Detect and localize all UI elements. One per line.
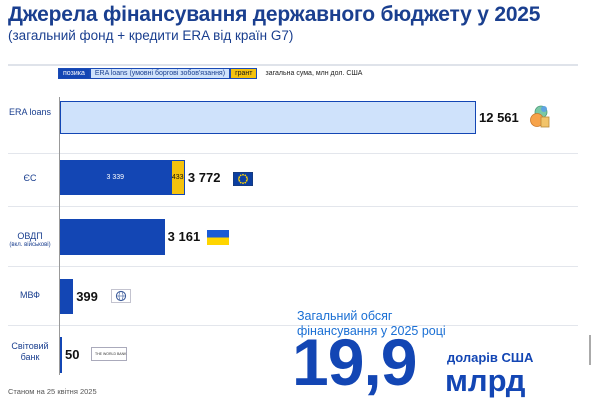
legend-era: ERA loans (умовні боргові зобов'язання) — [89, 68, 231, 79]
imf-logo-icon — [111, 289, 131, 303]
total-label-era: 12 561 — [479, 109, 519, 125]
ukraine-flag-icon — [207, 230, 229, 245]
worldbank-logo-text: THE WORLD BANK — [95, 352, 127, 356]
summary-caption-line2: фінансування у 2025 році — [297, 324, 446, 338]
summary-caption-line1: Загальний обсяг — [297, 309, 393, 323]
summary-caption: Загальний обсяг фінансування у 2025 році — [297, 309, 446, 339]
category-note: (вкл. військові) — [9, 242, 51, 248]
total-label-imf: 399 — [76, 288, 98, 304]
category-text: Світовий банк — [11, 341, 49, 362]
bar-era — [60, 101, 476, 134]
source-date: Станом на 25 квітня 2025 — [8, 387, 97, 396]
chart-axis — [59, 97, 60, 375]
bar-loan — [60, 279, 74, 314]
worldbank-logo-icon: THE WORLD BANK — [91, 347, 127, 361]
top-divider — [8, 64, 578, 66]
category-text: МВФ — [19, 290, 41, 300]
chart-subtitle: (загальний фонд + кредити ERA від країн … — [8, 28, 294, 43]
row-divider — [8, 325, 578, 326]
category-label-worldbank: Світовий банк — [8, 341, 52, 363]
category-text: ЄС — [23, 173, 37, 183]
bar-segment-label: 433 — [171, 173, 184, 181]
legend-unit-note: загальна сума, млн дол. США — [265, 70, 363, 77]
scrollbar-handle[interactable] — [589, 335, 591, 365]
total-label-ovdp: 3 161 — [167, 229, 201, 244]
bar-loan — [60, 160, 171, 195]
category-label-era: ERA loans — [5, 107, 55, 118]
row-divider — [8, 153, 578, 154]
legend-loan: позика — [58, 68, 90, 79]
era-coins-icon — [530, 105, 550, 128]
category-text: ОВДП — [17, 231, 43, 241]
category-label-eu: ЄС — [5, 173, 55, 184]
bar-loan — [60, 337, 62, 373]
legend-grant: грант — [230, 68, 258, 79]
category-label-ovdp: ОВДП (вкл. військові) — [5, 231, 55, 249]
bar-grant — [170, 160, 185, 195]
chart-title: Джерела фінансування державного бюджету … — [8, 3, 541, 26]
summary-unit-line2: млрд — [445, 363, 526, 398]
row-divider — [8, 206, 578, 207]
summary-unit-line1: доларів США — [447, 350, 534, 365]
bar-segment-label: 3 339 — [106, 173, 125, 181]
total-label-eu: 3 772 — [187, 169, 221, 185]
category-text: ERA loans — [8, 107, 52, 117]
row-divider — [8, 266, 578, 267]
legend: позика ERA loans (умовні боргові зобов'я… — [58, 68, 362, 79]
bar-loan — [60, 219, 165, 255]
eu-flag-icon — [233, 172, 253, 186]
category-label-imf: МВФ — [5, 290, 55, 301]
total-label-worldbank: 50 — [65, 347, 80, 362]
summary-value: 19,9 — [292, 325, 417, 399]
